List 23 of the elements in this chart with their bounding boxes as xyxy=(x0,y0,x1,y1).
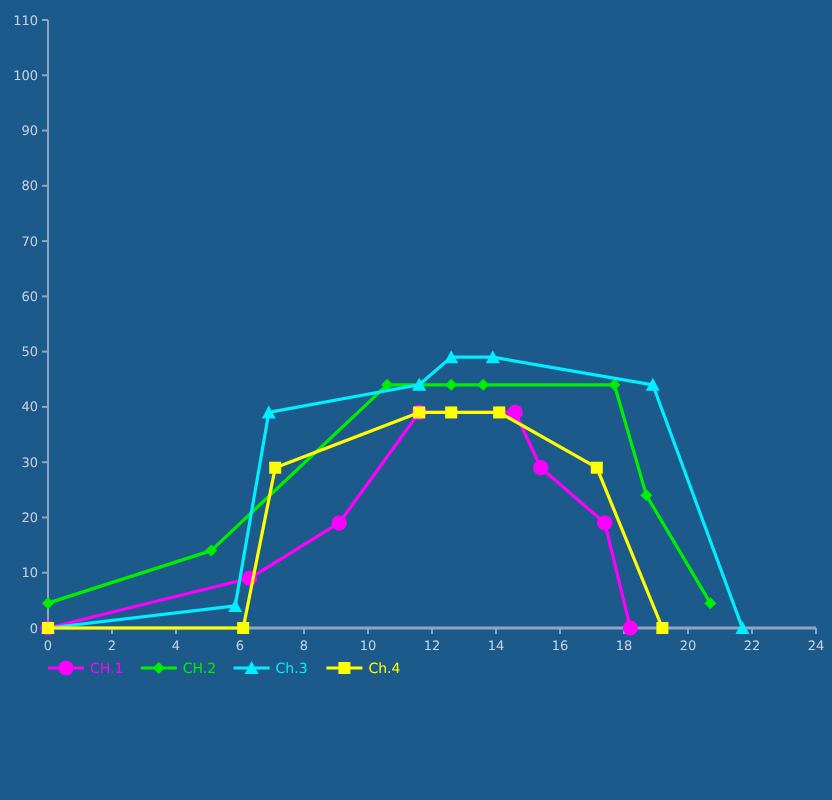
point xyxy=(533,460,549,476)
point xyxy=(590,461,603,474)
point xyxy=(237,622,250,634)
point xyxy=(269,461,282,474)
point xyxy=(444,350,459,364)
point xyxy=(704,597,717,610)
point xyxy=(597,515,613,531)
point xyxy=(412,377,427,391)
point xyxy=(645,377,660,391)
point xyxy=(735,621,750,634)
point xyxy=(507,404,523,421)
point xyxy=(622,620,638,636)
point xyxy=(228,598,243,612)
point xyxy=(331,515,347,531)
point xyxy=(485,350,500,364)
point xyxy=(656,622,669,634)
point xyxy=(445,406,458,419)
point xyxy=(261,405,276,419)
point xyxy=(205,544,218,557)
point xyxy=(42,597,54,610)
point xyxy=(640,489,653,502)
point xyxy=(608,378,621,391)
point xyxy=(493,406,506,419)
